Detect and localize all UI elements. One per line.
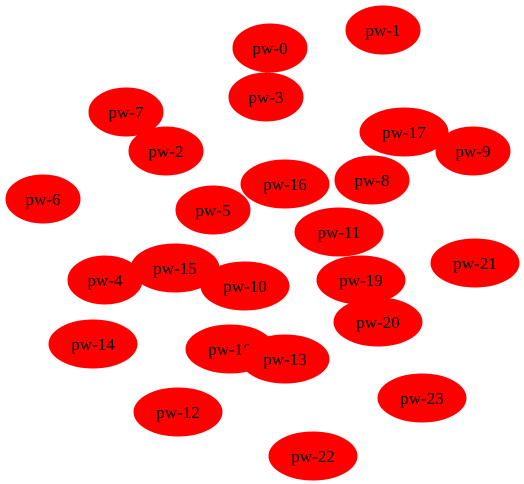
node-label: pw-16 bbox=[263, 175, 306, 194]
node-pw-13: pw-13 bbox=[240, 334, 330, 384]
node-pw-11: pw-11 bbox=[294, 207, 384, 257]
node-ellipse bbox=[359, 107, 449, 157]
node-pw-23: pw-23 bbox=[377, 373, 467, 423]
node-pw-9: pw-9 bbox=[435, 126, 511, 176]
node-pw-16: pw-16 bbox=[240, 159, 330, 209]
node-pw-20: pw-20 bbox=[333, 297, 423, 347]
node-label: pw-21 bbox=[453, 254, 496, 273]
node-ellipse bbox=[430, 238, 520, 288]
node-label: pw-18 bbox=[208, 340, 251, 359]
node-pw-4: pw-4 bbox=[67, 255, 143, 305]
node-ellipse bbox=[240, 159, 330, 209]
node-label: pw-19 bbox=[339, 271, 382, 290]
node-ellipse bbox=[240, 334, 330, 384]
node-label: pw-5 bbox=[196, 201, 231, 220]
node-pw-6: pw-6 bbox=[5, 174, 81, 224]
node-label: pw-2 bbox=[149, 142, 184, 161]
node-ellipse bbox=[435, 126, 511, 176]
node-ellipse bbox=[345, 5, 421, 55]
node-label: pw-8 bbox=[355, 171, 390, 190]
node-pw-0: pw-0 bbox=[232, 23, 308, 73]
node-ellipse bbox=[294, 207, 384, 257]
node-ellipse bbox=[88, 87, 164, 137]
node-label: pw-17 bbox=[382, 123, 426, 142]
node-pw-2: pw-2 bbox=[128, 126, 204, 176]
node-ellipse bbox=[133, 387, 223, 437]
node-ellipse bbox=[377, 373, 467, 423]
node-pw-5: pw-5 bbox=[175, 185, 251, 235]
node-ellipse bbox=[228, 72, 304, 122]
node-label: pw-10 bbox=[223, 277, 266, 296]
node-pw-19: pw-19 bbox=[316, 255, 406, 305]
node-ellipse bbox=[128, 126, 204, 176]
node-label: pw-7 bbox=[109, 103, 144, 122]
node-pw-14: pw-14 bbox=[48, 319, 138, 369]
node-label: pw-0 bbox=[253, 39, 288, 58]
node-ellipse bbox=[48, 319, 138, 369]
node-pw-15: pw-15 bbox=[130, 243, 220, 293]
node-ellipse bbox=[268, 431, 358, 481]
node-ellipse bbox=[334, 155, 410, 205]
node-label: pw-1 bbox=[366, 21, 401, 40]
node-label: pw-6 bbox=[26, 190, 61, 209]
node-label: pw-23 bbox=[400, 389, 443, 408]
node-pw-12: pw-12 bbox=[133, 387, 223, 437]
node-label: pw-15 bbox=[153, 259, 196, 278]
node-label: pw-11 bbox=[318, 223, 361, 242]
node-pw-21: pw-21 bbox=[430, 238, 520, 288]
node-pw-10: pw-10 bbox=[200, 261, 290, 311]
node-label: pw-3 bbox=[249, 88, 284, 107]
node-pw-7: pw-7 bbox=[88, 87, 164, 137]
node-label: pw-20 bbox=[356, 313, 399, 332]
node-ellipse bbox=[175, 185, 251, 235]
node-pw-1: pw-1 bbox=[345, 5, 421, 55]
node-label: pw-22 bbox=[291, 447, 334, 466]
node-ellipse bbox=[232, 23, 308, 73]
node-label: pw-4 bbox=[88, 271, 123, 290]
node-pw-3: pw-3 bbox=[228, 72, 304, 122]
node-label: pw-12 bbox=[156, 403, 199, 422]
node-pw-17: pw-17 bbox=[359, 107, 449, 157]
node-pw-22: pw-22 bbox=[268, 431, 358, 481]
node-label: pw-13 bbox=[263, 350, 306, 369]
node-label: pw-9 bbox=[456, 142, 491, 161]
node-ellipse bbox=[200, 261, 290, 311]
node-ellipse bbox=[333, 297, 423, 347]
node-ellipse bbox=[5, 174, 81, 224]
node-pw-8: pw-8 bbox=[334, 155, 410, 205]
node-label: pw-14 bbox=[71, 335, 115, 354]
